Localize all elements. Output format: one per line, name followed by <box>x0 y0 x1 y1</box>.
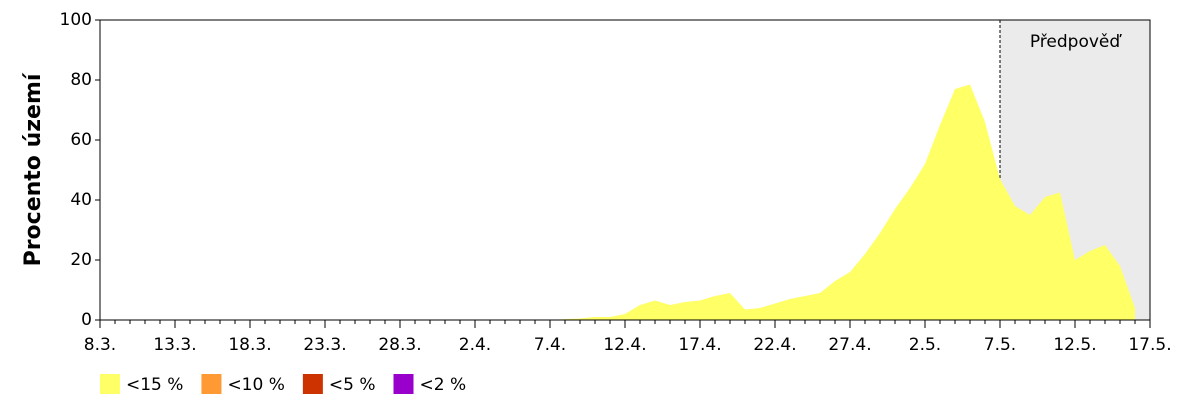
legend-label: <2 % <box>420 375 467 395</box>
y-tick-label: 40 <box>70 190 92 210</box>
legend-swatch <box>201 374 222 394</box>
legend-label: <15 % <box>126 375 183 395</box>
x-tick-label: 28.3. <box>378 335 421 355</box>
forecast-label: Předpověď <box>1030 32 1123 52</box>
y-tick-label: 20 <box>70 250 92 270</box>
y-tick-label: 100 <box>60 10 92 30</box>
y-tick-label: 0 <box>81 310 92 330</box>
legend-swatch <box>302 374 323 394</box>
x-tick-label: 27.4. <box>828 335 871 355</box>
x-tick-label: 7.4. <box>534 335 566 355</box>
legend-swatch <box>100 374 120 394</box>
x-tick-label: 2.4. <box>459 335 491 355</box>
y-tick-label: 60 <box>70 130 92 150</box>
x-tick-label: 2.5. <box>909 335 941 355</box>
x-tick-label: 8.3. <box>84 335 116 355</box>
x-tick-label: 13.3. <box>153 335 196 355</box>
x-tick-label: 23.3. <box>303 335 346 355</box>
legend-label: <10 % <box>227 375 284 395</box>
x-tick-label: 12.5. <box>1053 335 1096 355</box>
y-axis-label: Procento území <box>21 72 46 266</box>
x-tick-label: 17.5. <box>1128 335 1171 355</box>
y-tick-label: 80 <box>70 70 92 90</box>
legend-swatch <box>393 374 414 394</box>
x-tick-label: 18.3. <box>228 335 271 355</box>
x-tick-label: 17.4. <box>678 335 721 355</box>
x-tick-label: 7.5. <box>984 335 1016 355</box>
x-tick-label: 12.4. <box>603 335 646 355</box>
legend-label: <5 % <box>329 375 376 395</box>
x-tick-label: 22.4. <box>753 335 796 355</box>
area <box>100 84 1135 320</box>
